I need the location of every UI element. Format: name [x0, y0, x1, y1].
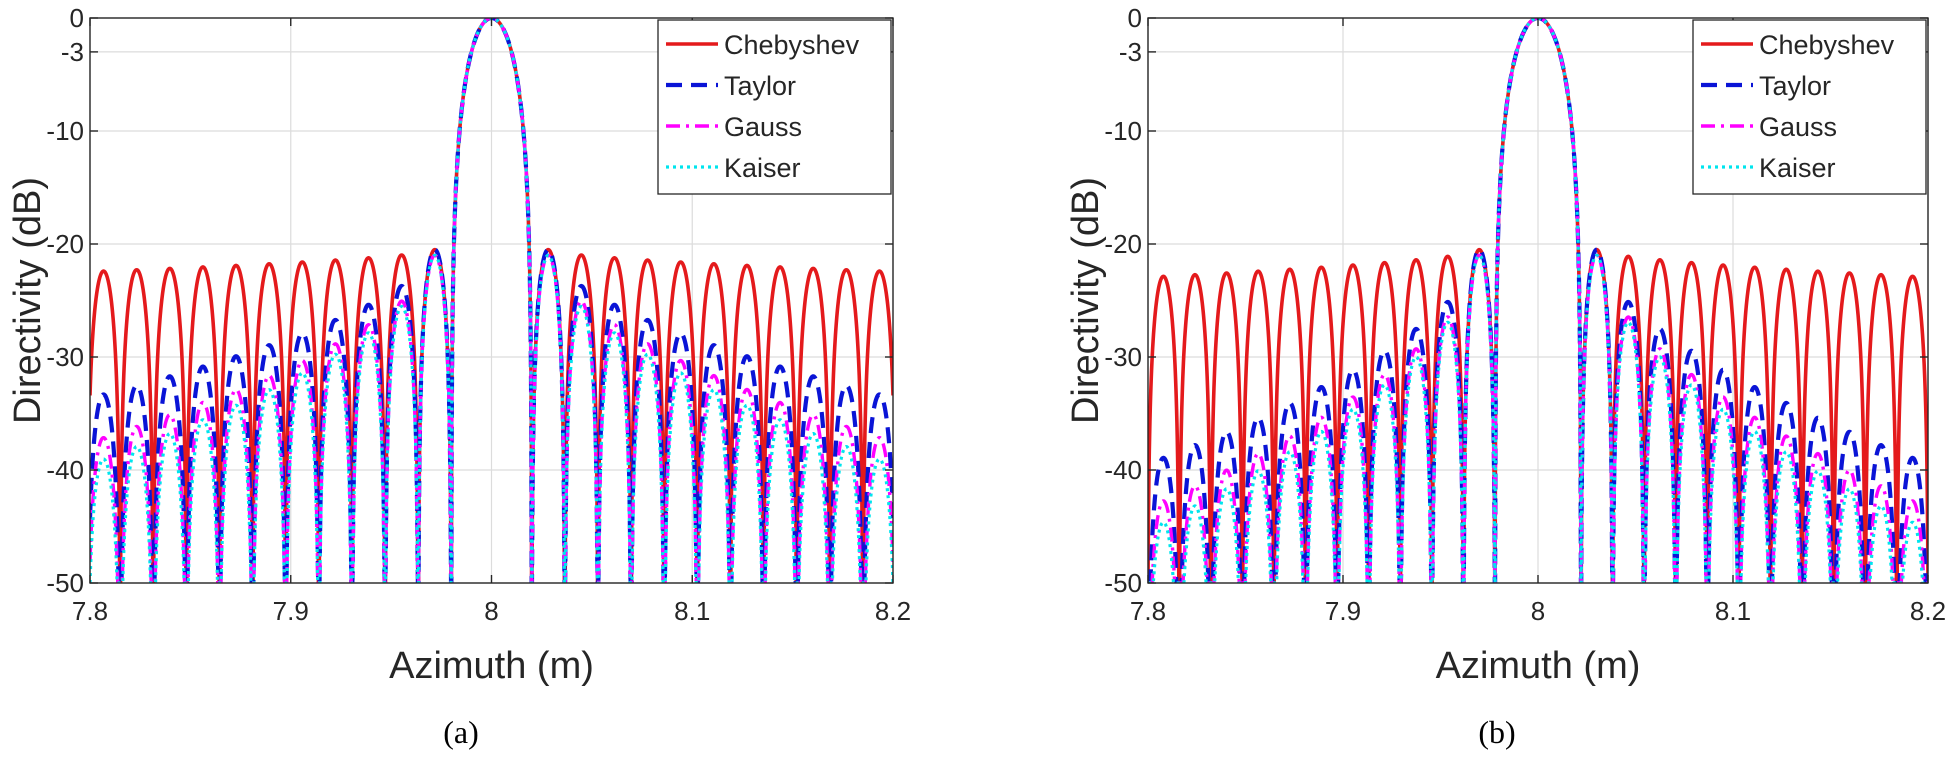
legend: Chebyshev Taylor Gauss Kaiser: [657, 19, 892, 195]
legend-label: Chebyshev: [1759, 30, 1895, 60]
x-tick-label: 8.2: [875, 596, 911, 626]
legend-box: [1692, 19, 1927, 195]
y-tick-label: -40: [1104, 455, 1142, 485]
y-tick-label: -10: [1104, 116, 1142, 146]
legend-label: Kaiser: [1759, 153, 1836, 183]
legend-box: [657, 19, 892, 195]
panel-b: (b) 7.8 7.9 8 8.1 8.2 0 -3 -10 -20 -30 -40 -50 Azimu…: [1065, 3, 1946, 750]
x-axis-label: Azimuth (m): [1436, 645, 1641, 687]
panel-label: (a): [443, 714, 479, 750]
x-tick-label: 8: [484, 596, 498, 626]
y-tick-label: 0: [1128, 3, 1142, 33]
legend: Chebyshev Taylor Gauss Kaiser: [1692, 19, 1927, 195]
y-axis-label: Directivity (dB): [7, 177, 49, 424]
x-tick-label: 8.1: [1715, 596, 1751, 626]
y-axis-label: Directivity (dB): [1065, 177, 1107, 424]
legend-label: Chebyshev: [724, 30, 860, 60]
y-tick-label: -50: [46, 568, 84, 598]
series-group: [1148, 18, 1928, 583]
x-tick-label: 7.9: [273, 596, 309, 626]
series-line-taylor: [1148, 18, 1928, 583]
panel-label: (b): [1478, 714, 1515, 750]
x-axis-label: Azimuth (m): [389, 645, 594, 687]
x-tick-label: 8.2: [1910, 596, 1946, 626]
series-line-taylor: [90, 18, 893, 583]
x-tick-label: 7.8: [1130, 596, 1166, 626]
legend-label: Taylor: [1759, 71, 1831, 101]
x-tick-label: 8.1: [674, 596, 710, 626]
y-tick-label: -40: [46, 455, 84, 485]
y-tick-label: -20: [1104, 229, 1142, 259]
series-line-kaiser: [1148, 18, 1928, 583]
legend-label: Gauss: [724, 112, 802, 142]
panel-a: (a) 7.8 7.9 8 8.1 8.2 0 -3 -10 -20 -30 -40 -50 Azimu…: [7, 3, 911, 750]
y-tick-label: -30: [1104, 342, 1142, 372]
x-tick-label: 7.8: [72, 596, 108, 626]
legend-label: Taylor: [724, 71, 796, 101]
legend-label: Gauss: [1759, 112, 1837, 142]
y-tick-label: -50: [1104, 568, 1142, 598]
series-line-chebyshev: [90, 18, 893, 583]
series-group: [90, 18, 893, 583]
series-line-chebyshev: [1148, 18, 1928, 583]
y-tick-label: -3: [61, 37, 84, 67]
series-line-kaiser: [90, 18, 893, 583]
x-tick-label: 7.9: [1325, 596, 1361, 626]
legend-label: Kaiser: [724, 153, 801, 183]
x-tick-label: 8: [1531, 596, 1545, 626]
y-tick-label: -3: [1119, 37, 1142, 67]
y-tick-label: -30: [46, 342, 84, 372]
y-tick-label: -10: [46, 116, 84, 146]
y-tick-label: -20: [46, 229, 84, 259]
y-tick-label: 0: [70, 3, 84, 33]
